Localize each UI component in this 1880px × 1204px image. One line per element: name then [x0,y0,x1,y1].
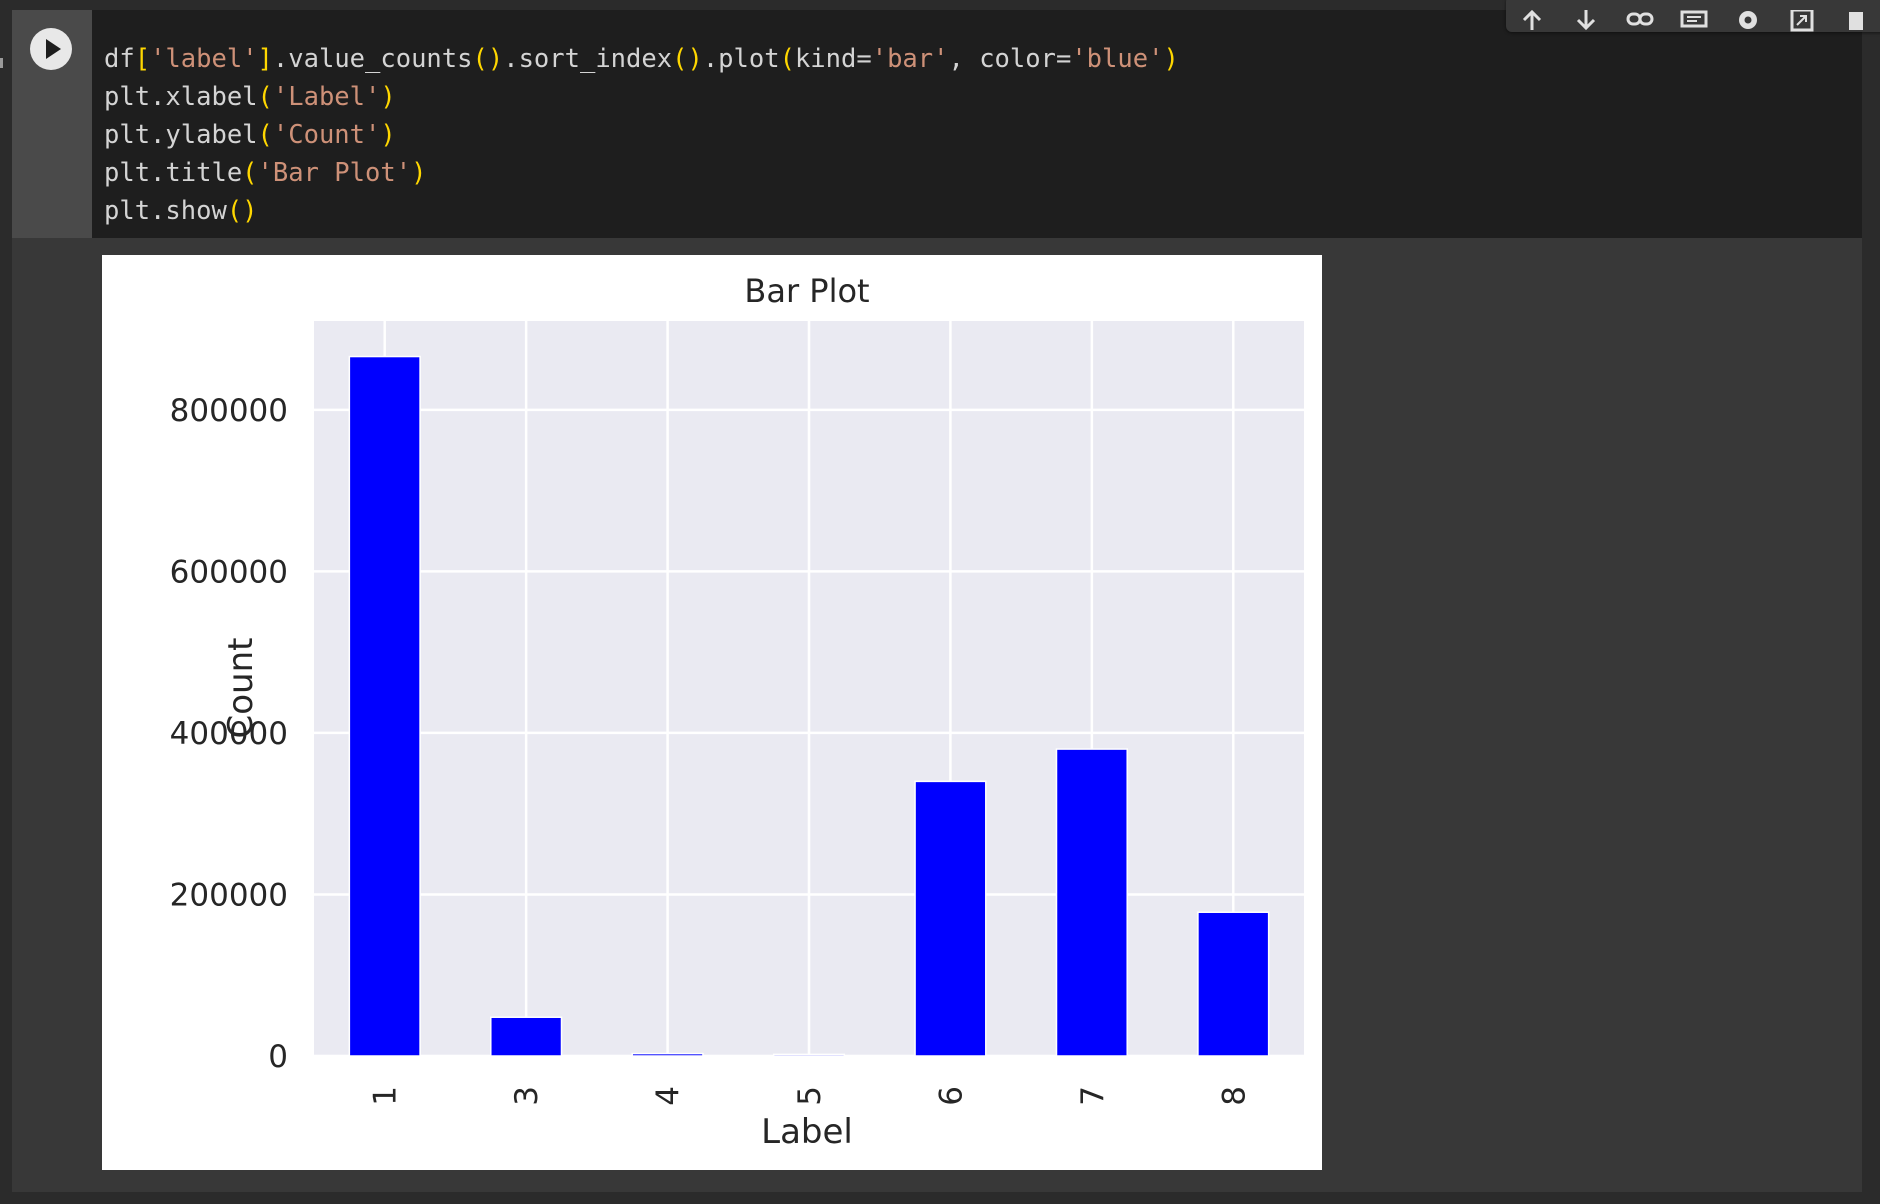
x-axis-label: Label [761,1112,853,1152]
bar-label-6 [914,780,987,1057]
code-token: , color= [948,44,1072,74]
delete-icon[interactable] [1840,10,1872,32]
y-tick-label: 400000 [170,716,288,752]
gear-icon[interactable] [1732,10,1764,32]
code-token: kind= [794,44,872,74]
bar-label-4 [631,1052,704,1057]
bar-label-1 [348,355,421,1057]
code-token: 'Label' [272,82,381,112]
code-token: 'Bar Plot' [257,158,412,188]
code-token: plt.xlabel [104,82,258,112]
mirror-cell-icon[interactable] [1786,10,1818,32]
code-token: ] [257,44,273,74]
code-token: df [104,44,135,74]
code-token: ( [257,82,273,112]
play-icon [46,39,61,59]
move-up-icon[interactable] [1516,10,1548,32]
chart-title: Bar Plot [744,272,869,310]
cell-edge-marker [0,58,3,68]
code-token: [ [134,44,151,74]
code-line: df['label'].value_counts().sort_index().… [104,40,1179,78]
code-token: ( [779,44,795,74]
link-icon[interactable] [1624,10,1656,32]
code-token: ) [380,82,396,112]
code-token: () [472,44,504,74]
cell-toolbar [1506,0,1880,32]
code-token: ( [242,158,258,188]
bar-chart: 0 200000 400000 600000 800000 1 3 4 5 6 7 8 Bar Pl… [170,272,1304,1152]
comment-icon[interactable] [1678,10,1710,32]
code-token: ) [1163,44,1179,74]
y-tick-labels: 0 200000 400000 600000 800000 [170,393,288,1075]
code-line: plt.xlabel('Label') [104,78,396,116]
y-tick-label: 600000 [170,554,288,590]
y-tick-label: 200000 [170,877,288,913]
bar-chart-figure: 0 200000 400000 600000 800000 1 3 4 5 6 7 8 Bar Pl… [102,255,1322,1170]
code-token: .value_counts [272,44,473,74]
x-tick-label: 3 [509,1086,545,1106]
code-token: plt.title [104,158,243,188]
bar-label-8 [1197,911,1270,1057]
x-tick-labels: 1 3 4 5 6 7 8 [368,1086,1253,1106]
code-token: .plot [702,44,780,74]
y-tick-label: 0 [268,1039,288,1075]
code-token: 'blue' [1071,44,1164,74]
code-token: 'label' [150,44,258,74]
code-editor[interactable]: df['label'].value_counts().sort_index().… [92,0,1880,238]
x-tick-label: 7 [1075,1086,1111,1106]
code-token: 'bar' [871,44,949,74]
bar-label-7 [1055,748,1128,1057]
y-tick-label: 800000 [170,393,288,429]
code-token: ) [380,120,396,150]
x-tick-label: 4 [651,1086,687,1106]
y-axis-label: Count [221,638,261,739]
code-token: plt.show [104,196,227,226]
code-token: 'Count' [272,120,381,150]
code-token: ( [257,120,273,150]
code-line: plt.show() [104,192,258,230]
x-tick-label: 8 [1216,1086,1252,1106]
x-tick-label: 5 [792,1086,828,1106]
move-down-icon[interactable] [1570,10,1602,32]
code-token: ) [411,158,427,188]
code-token: plt.ylabel [104,120,258,150]
code-token: .sort_index [503,44,673,74]
x-tick-label: 6 [933,1086,969,1106]
bars [348,355,1270,1057]
code-line: plt.ylabel('Count') [104,116,396,154]
code-token: () [672,44,703,74]
run-cell-button[interactable] [30,28,72,70]
bar-label-3 [490,1016,563,1057]
x-tick-label: 1 [368,1086,404,1106]
code-line: plt.title('Bar Plot') [104,154,426,192]
bar-label-5 [772,1053,846,1057]
code-token: () [226,196,258,226]
